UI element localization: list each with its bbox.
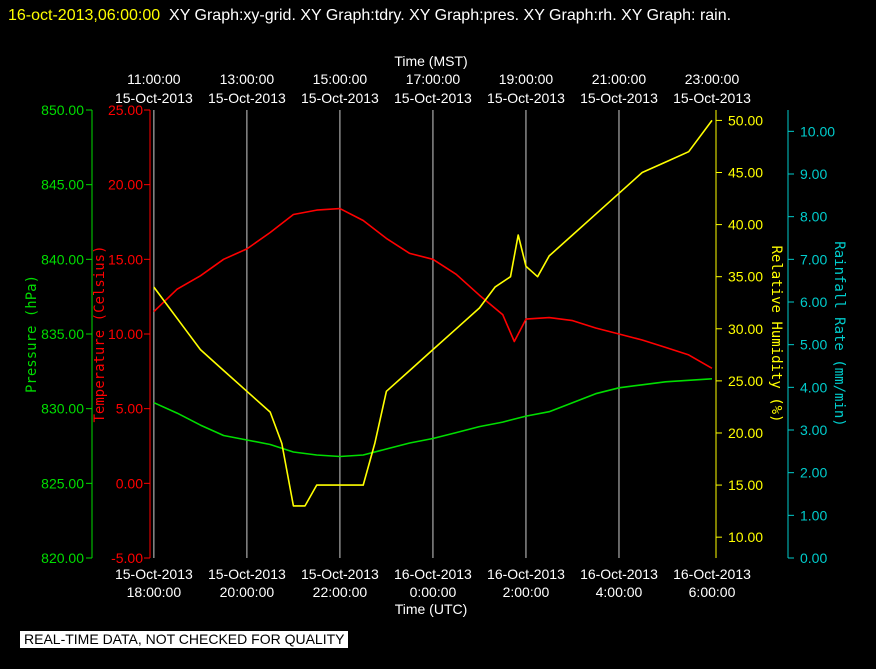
x-bottom-tick-time: 6:00:00 — [689, 584, 736, 600]
x-top-tick-time: 23:00:00 — [685, 71, 740, 87]
x-bottom-tick-time: 18:00:00 — [127, 584, 182, 600]
temperature-axis-title: Temperature (Celsius) — [92, 245, 108, 422]
x-bottom-tick-date: 16-Oct-2013 — [394, 566, 472, 582]
humidity-tick-label: 20.00 — [728, 425, 763, 441]
title-bar: 16-oct-2013,06:00:00 XY Graph:xy-grid. X… — [8, 2, 868, 29]
temperature-tick-label: 15.00 — [108, 251, 143, 267]
humidity-tick-label: 45.00 — [728, 165, 763, 181]
x-top-tick-date: 15-Oct-2013 — [301, 90, 379, 106]
pressure-series-line — [153, 378, 713, 458]
rain-tick-label: 1.00 — [800, 507, 827, 523]
rain-tick-label: 5.00 — [800, 337, 827, 353]
temperature-tick-label: -5.00 — [111, 550, 143, 566]
temperature-tick-label: 20.00 — [108, 177, 143, 193]
x-bottom-tick-time: 2:00:00 — [503, 584, 550, 600]
x-bottom-tick-time: 20:00:00 — [220, 584, 275, 600]
grid — [153, 110, 620, 558]
temperature-tick-label: 25.00 — [108, 102, 143, 118]
pressure-tick-label: 845.00 — [41, 177, 84, 193]
x-top-tick-time: 17:00:00 — [406, 71, 461, 87]
x-top-tick-date: 15-Oct-2013 — [208, 90, 286, 106]
x-top-tick-date: 15-Oct-2013 — [115, 90, 193, 106]
temperature-series-line — [153, 207, 713, 369]
temperature-tick-label: 5.00 — [116, 401, 143, 417]
humidity-tick-label: 50.00 — [728, 112, 763, 128]
rain-tick-label: 0.00 — [800, 550, 827, 566]
humidity-tick-label: 10.00 — [728, 529, 763, 545]
x-bottom-tick-date: 15-Oct-2013 — [301, 566, 379, 582]
x-top-tick-date: 15-Oct-2013 — [580, 90, 658, 106]
x-bottom-tick-time: 0:00:00 — [410, 584, 457, 600]
rain-tick-label: 7.00 — [800, 251, 827, 267]
rain-tick-label: 6.00 — [800, 294, 827, 310]
pressure-tick-label: 825.00 — [41, 475, 84, 491]
pressure-tick-label: 830.00 — [41, 401, 84, 417]
series-layer — [153, 119, 713, 507]
x-top-tick-time: 21:00:00 — [592, 71, 647, 87]
rain-tick-label: 9.00 — [800, 166, 827, 182]
timestamp: 16-oct-2013,06:00:00 — [8, 7, 161, 24]
humidity-tick-label: 30.00 — [728, 321, 763, 337]
x-bottom-tick-time: 22:00:00 — [313, 584, 368, 600]
rain-tick-label: 4.00 — [800, 379, 827, 395]
x-top-axis-title: Time (MST) — [394, 53, 467, 69]
x-bottom-tick-date: 16-Oct-2013 — [487, 566, 565, 582]
rain-axis-title: Rainfall Rate (mm/min) — [831, 241, 847, 426]
rain-tick-label: 3.00 — [800, 422, 827, 438]
x-top-tick-time: 19:00:00 — [499, 71, 554, 87]
pressure-tick-label: 840.00 — [41, 251, 84, 267]
graph-list: XY Graph:xy-grid. XY Graph:tdry. XY Grap… — [169, 7, 732, 24]
x-top-tick-date: 15-Oct-2013 — [673, 90, 751, 106]
x-bottom-tick-time: 4:00:00 — [596, 584, 643, 600]
x-bottom-tick-date: 15-Oct-2013 — [208, 566, 286, 582]
x-top-tick-time: 11:00:00 — [127, 71, 181, 87]
humidity-tick-label: 35.00 — [728, 269, 763, 285]
x-top-tick-date: 15-Oct-2013 — [394, 90, 472, 106]
x-top-tick-time: 15:00:00 — [313, 71, 368, 87]
labels-layer: 11:00:00 15-Oct-2013 15-Oct-2013 18:00:00 13… — [24, 53, 847, 617]
axes — [86, 109, 794, 559]
x-bottom-tick-date: 15-Oct-2013 — [115, 566, 193, 582]
temperature-tick-label: 0.00 — [116, 475, 143, 491]
pressure-tick-label: 835.00 — [41, 326, 84, 342]
humidity-axis-title: Relative Humidity (%) — [768, 245, 784, 422]
quality-notice: REAL-TIME DATA, NOT CHECKED FOR QUALITY — [20, 631, 349, 648]
pressure-tick-label: 850.00 — [41, 102, 84, 118]
humidity-series-line — [153, 119, 713, 507]
humidity-tick-label: 15.00 — [728, 477, 763, 493]
rain-tick-label: 2.00 — [800, 465, 827, 481]
humidity-tick-label: 40.00 — [728, 217, 763, 233]
pressure-axis-title: Pressure (hPa) — [24, 275, 40, 393]
pressure-tick-label: 820.00 — [41, 550, 84, 566]
x-top-tick-date: 15-Oct-2013 — [487, 90, 565, 106]
x-bottom-axis-title: Time (UTC) — [395, 601, 468, 617]
humidity-tick-label: 25.00 — [728, 373, 763, 389]
rain-tick-label: 8.00 — [800, 209, 827, 225]
x-bottom-tick-date: 16-Oct-2013 — [580, 566, 658, 582]
rain-tick-label: 10.00 — [800, 123, 835, 139]
x-bottom-tick-date: 16-Oct-2013 — [673, 566, 751, 582]
temperature-tick-label: 10.00 — [108, 326, 143, 342]
x-top-tick-time: 13:00:00 — [220, 71, 275, 87]
